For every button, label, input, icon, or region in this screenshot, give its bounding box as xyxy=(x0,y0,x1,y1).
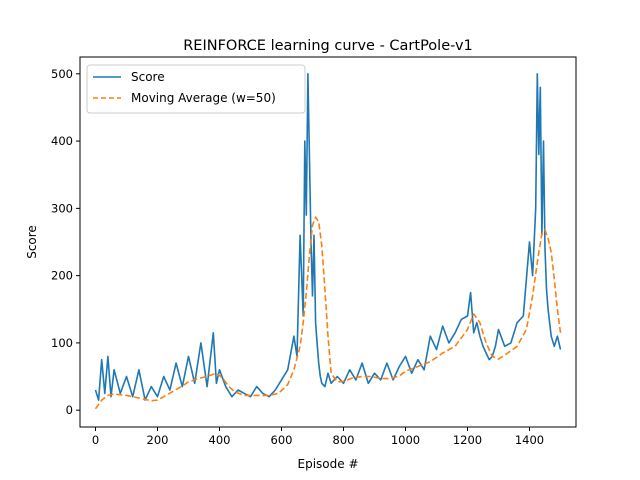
x-tick-label: 1200 xyxy=(453,433,482,447)
y-tick-label: 300 xyxy=(51,201,73,215)
x-tick-label: 1000 xyxy=(391,433,420,447)
axes-frame xyxy=(79,56,577,428)
series-layer xyxy=(94,73,562,410)
x-axis-ticks: 0 200 400 600 800 1000 1200 1400 xyxy=(92,427,544,447)
y-axis-label: Score xyxy=(25,225,39,259)
y-tick-label: 400 xyxy=(51,134,73,148)
legend: Score Moving Average (w=50) xyxy=(86,64,306,114)
legend-label-score: Score xyxy=(131,70,165,84)
series-line-score xyxy=(94,73,562,401)
y-tick-label: 0 xyxy=(66,403,73,417)
x-tick-label: 400 xyxy=(209,433,231,447)
series-line-moving-average xyxy=(94,216,562,410)
y-tick-label: 100 xyxy=(51,336,73,350)
legend-box xyxy=(86,64,306,114)
plot-area xyxy=(79,56,577,428)
x-tick-label: 1400 xyxy=(515,433,544,447)
chart-title: REINFORCE learning curve - CartPole-v1 xyxy=(183,38,473,54)
legend-label-moving-average: Moving Average (w=50) xyxy=(131,91,276,105)
x-tick-label: 0 xyxy=(92,433,99,447)
y-tick-label: 200 xyxy=(51,269,73,283)
x-tick-label: 800 xyxy=(333,433,355,447)
y-axis-ticks: 0 100 200 300 400 500 xyxy=(51,67,80,417)
x-axis-label: Episode # xyxy=(298,457,359,471)
x-tick-label: 600 xyxy=(271,433,293,447)
x-tick-label: 200 xyxy=(147,433,169,447)
y-tick-label: 500 xyxy=(51,67,73,81)
